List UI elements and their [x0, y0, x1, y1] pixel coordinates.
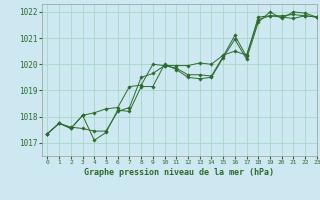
X-axis label: Graphe pression niveau de la mer (hPa): Graphe pression niveau de la mer (hPa) — [84, 168, 274, 177]
